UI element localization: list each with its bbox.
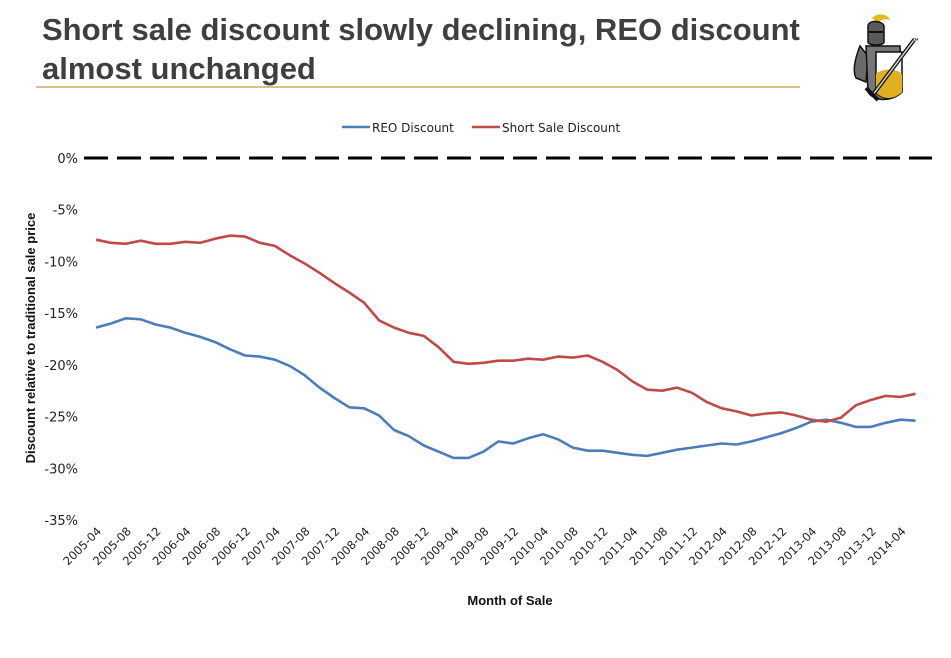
x-axis-ticks: 2005-042005-082005-122006-042006-082006-… [60,524,908,568]
knight-logo-icon [853,14,916,102]
y-tick-label: -25% [44,411,78,426]
line-chart: REO Discount Short Sale Discount 0% -5% -10… [23,121,932,608]
y-tick-label: -35% [44,514,78,529]
y-tick-label: -15% [44,307,78,322]
series-line-reo-discount [95,317,916,460]
y-tick-label: -5% [53,204,78,219]
shield-gold-icon [876,69,902,98]
legend-label: Short Sale Discount [502,121,620,135]
arm-icon [853,44,869,84]
y-axis-ticks: 0% -5% -10% -15% -20% -25% -30% -35% [44,152,78,529]
y-tick-label: -20% [44,359,78,374]
x-axis-title: Month of Sale [467,593,552,608]
helmet-icon [867,20,885,46]
slide-title: Short sale discount slowly declining, RE… [42,12,800,86]
series-line-short-sale-discount [95,234,916,424]
title-underline [36,86,800,88]
y-tick-label: -10% [44,255,78,270]
trademark-symbol: ™ [912,38,919,45]
y-tick-label: -30% [44,462,78,477]
y-tick-label: 0% [57,152,78,167]
legend: REO Discount Short Sale Discount [342,121,620,135]
sword-guard-icon [864,86,880,102]
y-axis-title: Discount relative to traditional sale pr… [23,213,38,464]
legend-label: REO Discount [372,121,454,135]
series-lines [95,234,916,460]
